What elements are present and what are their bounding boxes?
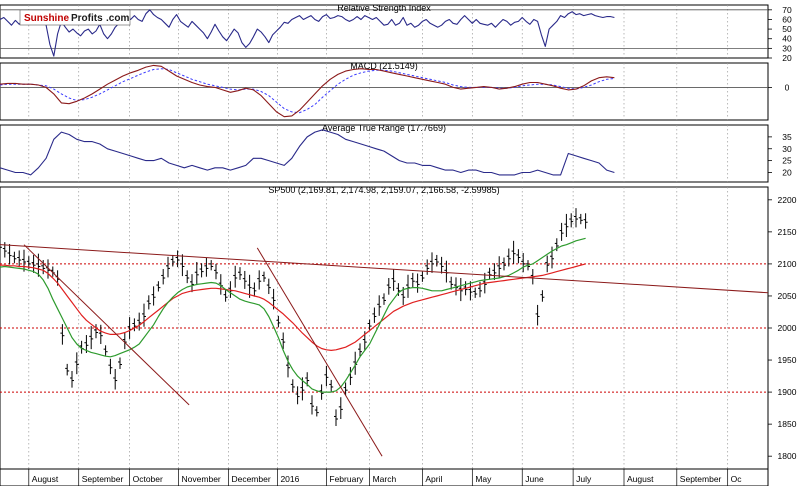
x-tick-label: March bbox=[373, 474, 397, 484]
x-tick-label: December bbox=[231, 474, 270, 484]
x-tick-label: October bbox=[133, 474, 163, 484]
y-tick-label: 0 bbox=[785, 82, 790, 92]
panel-title: Average True Range (17.7669) bbox=[322, 123, 446, 133]
logo-sunshine: Sunshine bbox=[24, 13, 69, 24]
y-tick-label: 35 bbox=[782, 132, 792, 142]
x-axis-band bbox=[0, 468, 769, 486]
y-tick-label: 70 bbox=[782, 5, 792, 15]
trend-line bbox=[256, 247, 383, 457]
x-tick-label: February bbox=[329, 474, 364, 484]
x-tick-label: 2016 bbox=[280, 474, 299, 484]
y-tick-label: 50 bbox=[782, 24, 792, 34]
y-tick-label: 20 bbox=[782, 53, 792, 63]
logo-profits: Profits bbox=[71, 13, 103, 24]
x-tick-label: September bbox=[680, 474, 722, 484]
y-tick-label: 40 bbox=[782, 34, 792, 44]
y-tick-label: 1850 bbox=[778, 419, 797, 429]
y-tick-label: 30 bbox=[782, 144, 792, 154]
atr-line bbox=[0, 129, 615, 176]
y-tick-label: 1800 bbox=[778, 451, 797, 461]
sunshine-profits-logo: Sunshine Profits .com bbox=[19, 9, 131, 26]
x-tick-label: June bbox=[525, 474, 544, 484]
panel-frame bbox=[0, 62, 769, 121]
panel-frame bbox=[0, 124, 769, 183]
y-tick-label: 1900 bbox=[778, 387, 797, 397]
y-tick-label: 2200 bbox=[778, 195, 797, 205]
x-tick-label: July bbox=[576, 474, 592, 484]
x-tick-label: May bbox=[475, 474, 492, 484]
y-tick-label: 20 bbox=[782, 168, 792, 178]
x-tick-label: April bbox=[425, 474, 442, 484]
moving-average-fast-line bbox=[0, 237, 586, 393]
rsi-line bbox=[0, 9, 615, 57]
y-tick-label: 60 bbox=[782, 14, 792, 24]
logo-com: .com bbox=[106, 13, 129, 24]
x-tick-label: November bbox=[182, 474, 221, 484]
panel-title: MACD (21.5149) bbox=[350, 61, 418, 71]
y-tick-label: 2100 bbox=[778, 259, 797, 269]
x-tick-label: August bbox=[627, 474, 654, 484]
macd-line bbox=[0, 64, 615, 118]
moving-average-slow-line bbox=[0, 263, 586, 351]
trend-line bbox=[0, 244, 769, 294]
x-tick-label: August bbox=[32, 474, 59, 484]
panel-title: SP500 (2,169.81, 2,174.98, 2,159.07, 2,1… bbox=[268, 185, 499, 195]
y-tick-label: 1950 bbox=[778, 355, 797, 365]
trend-line bbox=[23, 244, 190, 406]
x-tick-label: September bbox=[82, 474, 124, 484]
y-tick-label: 30 bbox=[782, 43, 792, 53]
panel-title: Relative Strength Index bbox=[337, 3, 431, 13]
y-tick-label: 25 bbox=[782, 156, 792, 166]
y-tick-label: 2050 bbox=[778, 291, 797, 301]
y-tick-label: 2000 bbox=[778, 323, 797, 333]
y-tick-label: 2150 bbox=[778, 227, 797, 237]
x-tick-label: Oc bbox=[731, 474, 743, 484]
